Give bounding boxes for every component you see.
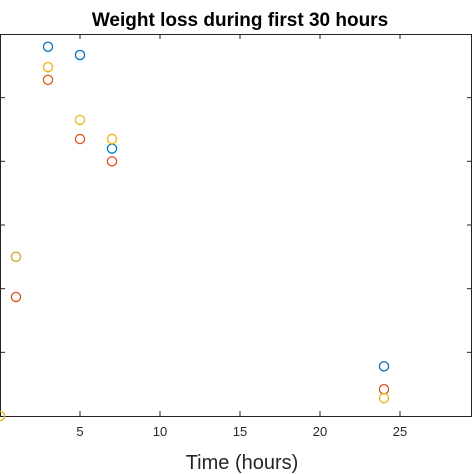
data-point-series-3 (74, 114, 86, 126)
data-point-series-1 (106, 143, 118, 154)
data-point-series-1 (378, 361, 390, 372)
x-axis-ticks: 5 10 15 20 25 (76, 34, 407, 439)
y-axis-ticks (0, 97, 472, 353)
x-tick-label: 20 (313, 424, 327, 439)
data-point-series-3 (42, 61, 54, 73)
plot-axes (0, 34, 472, 417)
data-point-series-1 (42, 41, 54, 52)
data-point-series-2 (10, 291, 22, 303)
plot-frame (0, 34, 472, 417)
data-point-series-2 (106, 156, 118, 167)
x-axis-label: Time (hours) (186, 452, 299, 474)
data-point-series-3 (0, 410, 6, 422)
data-point-series-2 (74, 133, 86, 145)
chart-title: Weight loss during first 30 hours (92, 10, 388, 31)
data-point-series-2 (378, 384, 390, 395)
data-point-series-3 (378, 392, 390, 404)
data-point-series-2 (42, 74, 54, 86)
x-tick-label: 15 (233, 424, 247, 439)
data-point-series-3 (106, 133, 118, 145)
x-tick-label: 5 (76, 424, 83, 439)
x-tick-label: 10 (153, 424, 167, 439)
x-tick-label: 25 (393, 424, 407, 439)
data-point-series-3 (10, 251, 22, 263)
data-point-series-1 (74, 49, 86, 61)
data-points (0, 41, 390, 422)
